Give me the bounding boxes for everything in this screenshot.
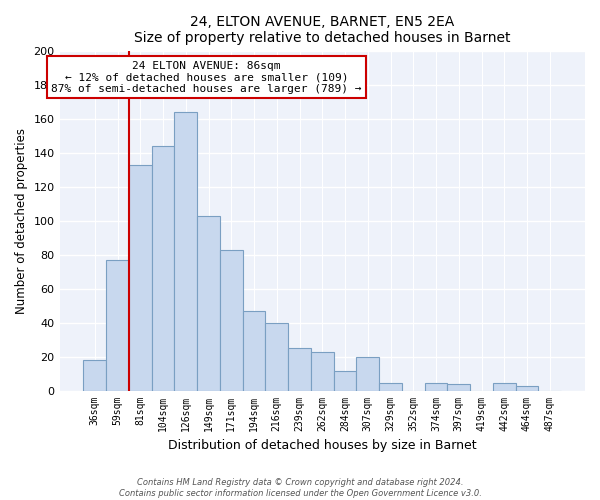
Bar bbox=[106, 260, 129, 391]
Text: 24 ELTON AVENUE: 86sqm
← 12% of detached houses are smaller (109)
87% of semi-de: 24 ELTON AVENUE: 86sqm ← 12% of detached… bbox=[52, 60, 362, 94]
Text: Contains HM Land Registry data © Crown copyright and database right 2024.
Contai: Contains HM Land Registry data © Crown c… bbox=[119, 478, 481, 498]
Bar bbox=[197, 216, 220, 391]
Bar bbox=[288, 348, 311, 391]
Title: 24, ELTON AVENUE, BARNET, EN5 2EA
Size of property relative to detached houses i: 24, ELTON AVENUE, BARNET, EN5 2EA Size o… bbox=[134, 15, 511, 45]
Bar bbox=[220, 250, 242, 391]
Bar bbox=[265, 323, 288, 391]
Bar bbox=[425, 382, 448, 391]
Bar bbox=[334, 370, 356, 391]
Bar bbox=[242, 311, 265, 391]
Bar bbox=[493, 382, 515, 391]
Bar bbox=[311, 352, 334, 391]
Bar bbox=[379, 382, 402, 391]
Bar bbox=[448, 384, 470, 391]
Bar bbox=[356, 357, 379, 391]
Bar bbox=[83, 360, 106, 391]
Bar bbox=[175, 112, 197, 391]
Bar bbox=[515, 386, 538, 391]
Y-axis label: Number of detached properties: Number of detached properties bbox=[15, 128, 28, 314]
Bar bbox=[152, 146, 175, 391]
X-axis label: Distribution of detached houses by size in Barnet: Distribution of detached houses by size … bbox=[168, 440, 476, 452]
Bar bbox=[129, 164, 152, 391]
